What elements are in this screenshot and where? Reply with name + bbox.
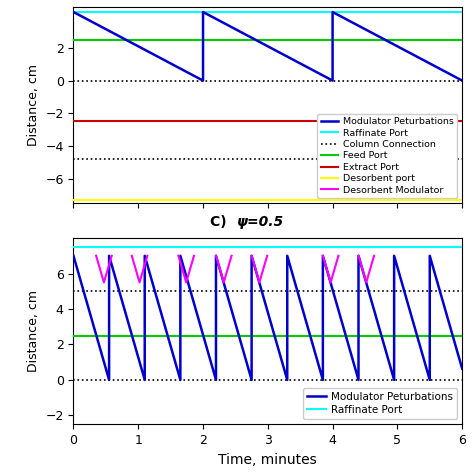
Legend: Modulator Peturbations, Raffinate Port, Column Connection, Feed Port, Extract Po: Modulator Peturbations, Raffinate Port, … bbox=[317, 114, 457, 198]
Text: ψ=0.5: ψ=0.5 bbox=[237, 215, 284, 228]
Y-axis label: Distance, cm: Distance, cm bbox=[27, 290, 40, 372]
Text: C): C) bbox=[210, 215, 237, 228]
X-axis label: Time, minutes: Time, minutes bbox=[219, 453, 317, 466]
Y-axis label: Distance, cm: Distance, cm bbox=[27, 64, 40, 146]
Legend: Modulator Peturbations, Raffinate Port: Modulator Peturbations, Raffinate Port bbox=[303, 388, 457, 419]
